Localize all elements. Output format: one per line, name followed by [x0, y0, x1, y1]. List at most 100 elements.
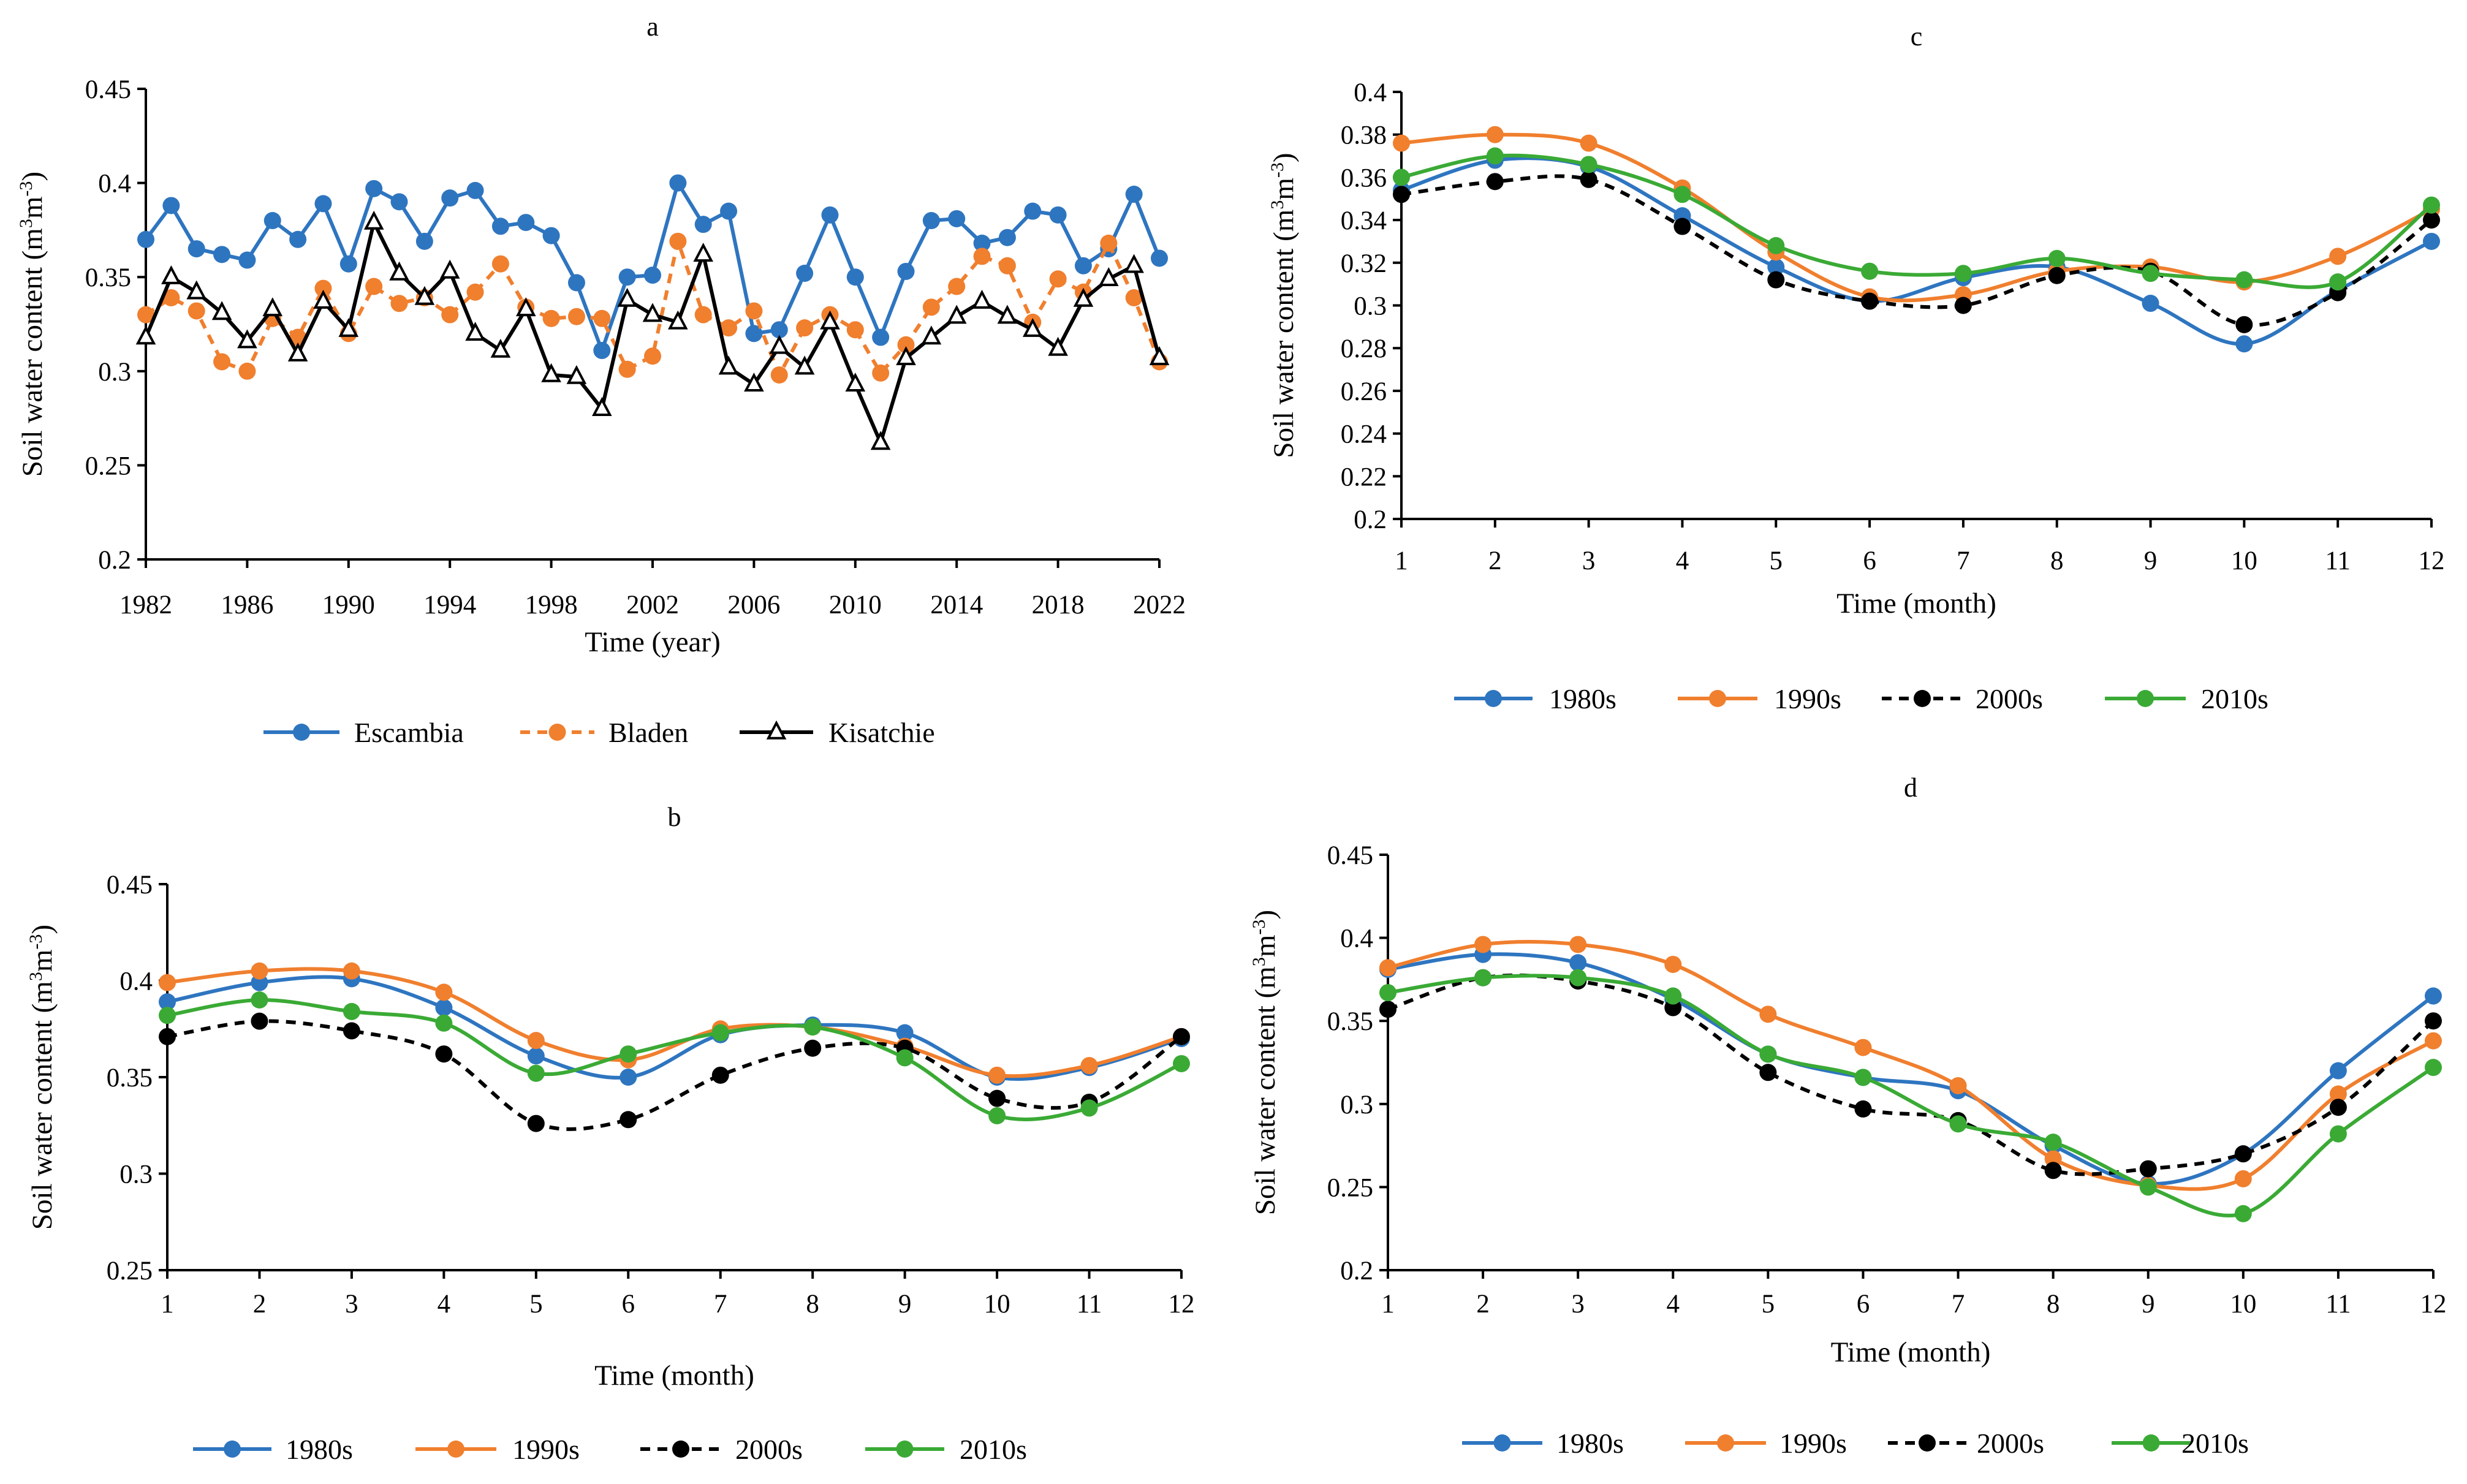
y-tick-label: 0.25	[1327, 1173, 1373, 1202]
data-point	[1759, 1045, 1777, 1063]
data-point	[2425, 987, 2442, 1005]
y-tick-label: 0.28	[1341, 335, 1387, 363]
data-point	[491, 218, 509, 235]
data-point	[1767, 258, 1785, 276]
data-point	[593, 342, 611, 360]
data-point	[159, 993, 176, 1011]
data-point	[1673, 218, 1691, 235]
y-tick-label: 0.25	[107, 1257, 153, 1285]
data-point	[1767, 271, 1785, 289]
chart-title: d	[1904, 773, 1917, 803]
y-tick-label: 0.4	[1340, 925, 1373, 953]
x-tick-label: 1994	[423, 591, 476, 619]
data-point	[745, 302, 763, 320]
series-line	[1400, 156, 2433, 346]
y-axis-label: Soil water content (m3m-3)	[1267, 153, 1300, 458]
data-point	[289, 230, 307, 248]
data-point	[2425, 1032, 2442, 1050]
data-point	[744, 373, 764, 392]
data-point	[988, 1089, 1006, 1107]
data-point	[988, 1107, 1006, 1124]
legend-marker	[1485, 690, 1502, 707]
data-point	[2235, 316, 2253, 333]
x-tick-label: 2010	[829, 591, 882, 619]
y-axis-label-part: )	[1249, 910, 1281, 920]
data-point	[162, 197, 180, 214]
y-tick-label: 0.2	[1340, 1257, 1373, 1285]
data-point	[1073, 287, 1094, 307]
data-point	[2235, 335, 2253, 353]
data-point	[2139, 1178, 2157, 1196]
data-point	[435, 1014, 453, 1032]
y-axis-label-part: )	[17, 172, 48, 181]
data-point	[896, 1049, 914, 1067]
data-point	[804, 1039, 822, 1057]
data-point	[137, 306, 154, 324]
y-axis-label-part: m	[1249, 935, 1281, 958]
data-point	[2329, 1085, 2347, 1103]
data-point	[137, 230, 154, 248]
data-point	[921, 325, 942, 345]
data-point	[845, 373, 866, 392]
data-point	[711, 1066, 729, 1084]
x-tick-label: 9	[2142, 1290, 2155, 1319]
data-point	[644, 267, 661, 284]
x-tick-label: 1	[1395, 547, 1408, 575]
x-tick-label: 1998	[525, 591, 578, 619]
legend-marker	[447, 1440, 464, 1458]
legend-label: 2010s	[960, 1434, 1027, 1465]
data-point	[466, 181, 484, 199]
data-point	[2139, 1160, 2157, 1178]
y-axis-label-superscript: 3	[16, 219, 36, 228]
data-point	[667, 310, 688, 330]
data-point	[796, 319, 814, 337]
y-tick-label: 0.3	[1340, 1091, 1373, 1119]
x-tick-label: 3	[1571, 1290, 1585, 1319]
legend-marker	[2142, 1434, 2160, 1452]
legend-label: Bladen	[608, 717, 688, 748]
data-point	[745, 325, 763, 343]
data-point	[343, 962, 360, 980]
data-point	[1861, 262, 1879, 280]
x-tick-label: 9	[898, 1290, 912, 1319]
data-point	[897, 336, 915, 354]
data-point	[1759, 1064, 1777, 1081]
data-point	[593, 309, 611, 327]
y-axis-label-superscript: -3	[26, 934, 46, 950]
data-point	[644, 347, 661, 365]
x-tick-label: 4	[438, 1290, 451, 1319]
data-point	[618, 268, 636, 286]
legend-label: 1980s	[1556, 1428, 1624, 1459]
data-point	[1024, 202, 1042, 220]
y-axis-label-part: Soil water content (m	[1268, 210, 1300, 458]
legend-marker	[1919, 1434, 1936, 1452]
x-tick-label: 2006	[727, 591, 780, 619]
legend-item-2000s: 2000s	[1882, 683, 2043, 714]
legend-item-1990s: 1990s	[1678, 683, 1841, 714]
data-point	[237, 329, 257, 349]
data-point	[251, 1012, 268, 1030]
data-point	[620, 1045, 637, 1063]
y-tick-label: 0.22	[1341, 463, 1387, 491]
series-2000s	[1393, 170, 2440, 333]
legend-marker	[1717, 1434, 1734, 1452]
data-point	[718, 355, 739, 375]
y-tick-label: 0.35	[1327, 1007, 1373, 1036]
data-point	[1949, 1077, 1967, 1094]
data-point	[1393, 134, 1410, 152]
data-point	[1474, 936, 1492, 953]
y-axis-label-superscript: 3	[1267, 200, 1287, 210]
legend-item-2010s: 2010s	[2105, 683, 2268, 714]
data-point	[435, 983, 453, 1001]
data-point	[363, 210, 384, 230]
data-point	[1173, 1028, 1190, 1045]
data-point	[343, 1002, 360, 1020]
x-tick-label: 6	[622, 1290, 635, 1319]
data-point	[338, 318, 359, 337]
legend-item-1980s: 1980s	[1454, 683, 1616, 714]
series-kisatchie	[135, 210, 1170, 450]
data-point	[1022, 318, 1043, 337]
data-point	[1049, 206, 1067, 224]
legend-marker	[548, 724, 566, 741]
x-tick-label: 12	[2420, 1290, 2447, 1319]
